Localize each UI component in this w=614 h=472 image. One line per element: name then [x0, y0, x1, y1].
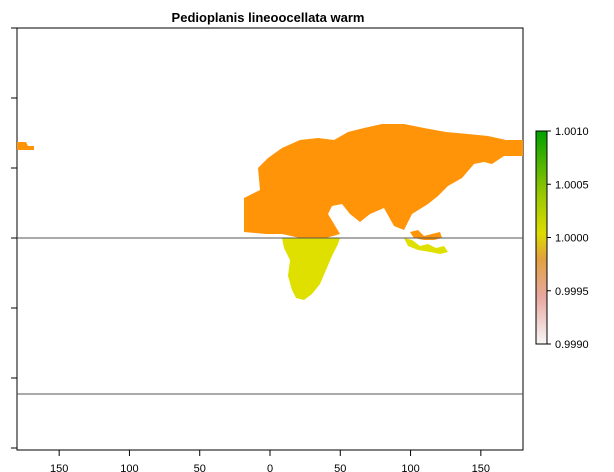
x-tick-label: 100	[401, 463, 419, 472]
legend-label: 1.0005	[555, 179, 589, 191]
reference-lines	[17, 237, 523, 395]
legend-label: 0.9990	[555, 339, 589, 351]
region-indonesia	[404, 238, 448, 254]
region-sub-saharan-africa	[282, 238, 340, 300]
legend-label: 0.9995	[555, 286, 589, 298]
x-tick-label: 0	[267, 463, 273, 472]
plot-frame	[16, 27, 524, 451]
landmass-layer	[17, 124, 523, 300]
y-axis-ticks	[11, 27, 17, 449]
region-eurasia-north-africa	[244, 124, 523, 238]
legend-bar	[535, 130, 548, 345]
legend-label: 1.0000	[555, 233, 589, 245]
color-legend: 1.0010 1.0005 1.0000 0.9995 0.9990	[535, 126, 589, 351]
x-tick-label: 150	[50, 463, 68, 472]
x-tick-label: 50	[194, 463, 206, 472]
chart-title: Pedioplanis lineoocellata warm	[172, 10, 365, 25]
legend-label: 1.0010	[555, 126, 589, 138]
legend-labels: 1.0010 1.0005 1.0000 0.9995 0.9990	[547, 126, 589, 351]
x-tick-label: 100	[120, 463, 138, 472]
x-tick-label: 50	[334, 463, 346, 472]
region-alaska-edge	[17, 142, 34, 150]
x-tick-label: 150	[472, 463, 490, 472]
x-axis: 150 100 50 0 50 100 150	[50, 450, 490, 472]
